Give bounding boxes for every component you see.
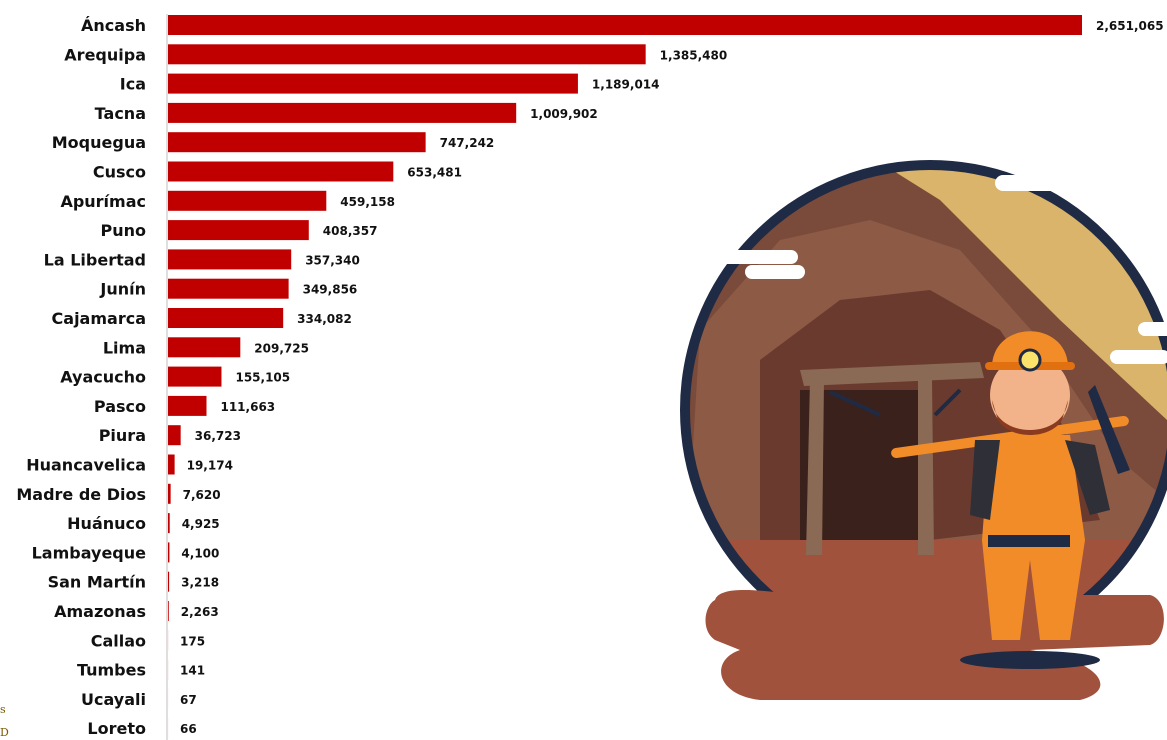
value-label: 4,925 [182,517,220,531]
category-label: Huánuco [67,514,146,533]
category-label: Madre de Dios [16,485,146,504]
value-label: 155,105 [235,371,290,385]
value-label: 1,385,480 [660,48,728,62]
category-label: La Libertad [44,250,146,269]
category-label: San Martín [48,573,146,592]
value-label: 1,189,014 [592,78,660,92]
value-label: 175 [180,634,205,648]
value-label: 36,723 [195,429,241,443]
bar-15 [168,454,175,475]
value-label: 67 [180,693,197,707]
value-label: 349,856 [303,283,358,297]
bar-5 [168,161,394,182]
bar-8 [168,249,292,270]
value-label: 209,725 [254,341,309,355]
side-letter-2: D [0,726,9,739]
value-label: 66 [180,722,197,736]
value-label: 7,620 [183,488,221,502]
category-label: Tacna [95,104,146,123]
value-label: 4,100 [181,546,219,560]
value-labels: 2,651,065 1,385,480 1,189,014 1,009,902 747,… [180,19,1164,736]
category-label: Arequipa [64,45,146,64]
bar-18 [168,542,170,563]
bar-6 [168,190,327,211]
bar-16 [168,483,171,504]
bar-1 [168,44,646,65]
value-label: 334,082 [297,312,352,326]
category-labels: Áncash Arequipa Ica Tacna Moquegua Cusco Apurí… [16,16,146,738]
bar-14 [168,425,181,446]
value-label: 747,242 [440,136,495,150]
value-label: 1,009,902 [530,107,598,121]
category-label: Callao [91,631,146,650]
bar-9 [168,278,289,299]
bar-20 [168,601,169,621]
category-label: Cusco [93,163,146,182]
category-label: Pasco [94,397,146,416]
bar-17 [168,513,170,534]
bars-group [168,15,1082,739]
category-label: Cajamarca [52,309,146,328]
value-label: 408,357 [323,224,378,238]
miner-figure [891,331,1130,669]
category-label: Loreto [87,719,146,738]
value-label: 459,158 [340,195,395,209]
bar-4 [168,132,426,153]
value-label: 653,481 [407,166,462,180]
category-label: Ayacucho [60,368,146,387]
value-label: 19,174 [187,459,233,473]
side-letter-1: s [0,703,6,716]
category-label: Puno [101,221,147,240]
mine-frame [800,362,984,555]
bar-12 [168,366,222,387]
category-label: Amazonas [54,602,146,621]
category-label: Junín [99,280,146,299]
clouds [720,148,1167,364]
value-label: 111,663 [220,400,275,414]
bar-3 [168,102,517,123]
category-label: Ucayali [81,690,146,709]
category-label: Huancavelica [26,456,146,475]
value-label: 2,651,065 [1096,19,1164,33]
category-label: Lambayeque [32,543,147,562]
value-label: 3,218 [181,576,219,590]
miner-illustration [680,148,1167,700]
bar-19 [168,571,170,592]
category-label: Apurímac [60,192,146,211]
category-label: Tumbes [77,661,146,680]
category-label: Ica [120,75,146,94]
bar-11 [168,337,241,358]
value-label: 2,263 [181,605,219,619]
bar-0 [168,15,1082,35]
bar-10 [168,308,284,328]
bar-7 [168,220,309,241]
category-label: Piura [99,426,146,445]
category-label: Lima [103,338,146,357]
category-label: Áncash [81,16,146,35]
bar-13 [168,395,207,416]
value-label: 357,340 [305,253,360,267]
category-label: Moquegua [52,133,146,152]
value-label: 141 [180,664,205,678]
bar-2 [168,73,578,94]
